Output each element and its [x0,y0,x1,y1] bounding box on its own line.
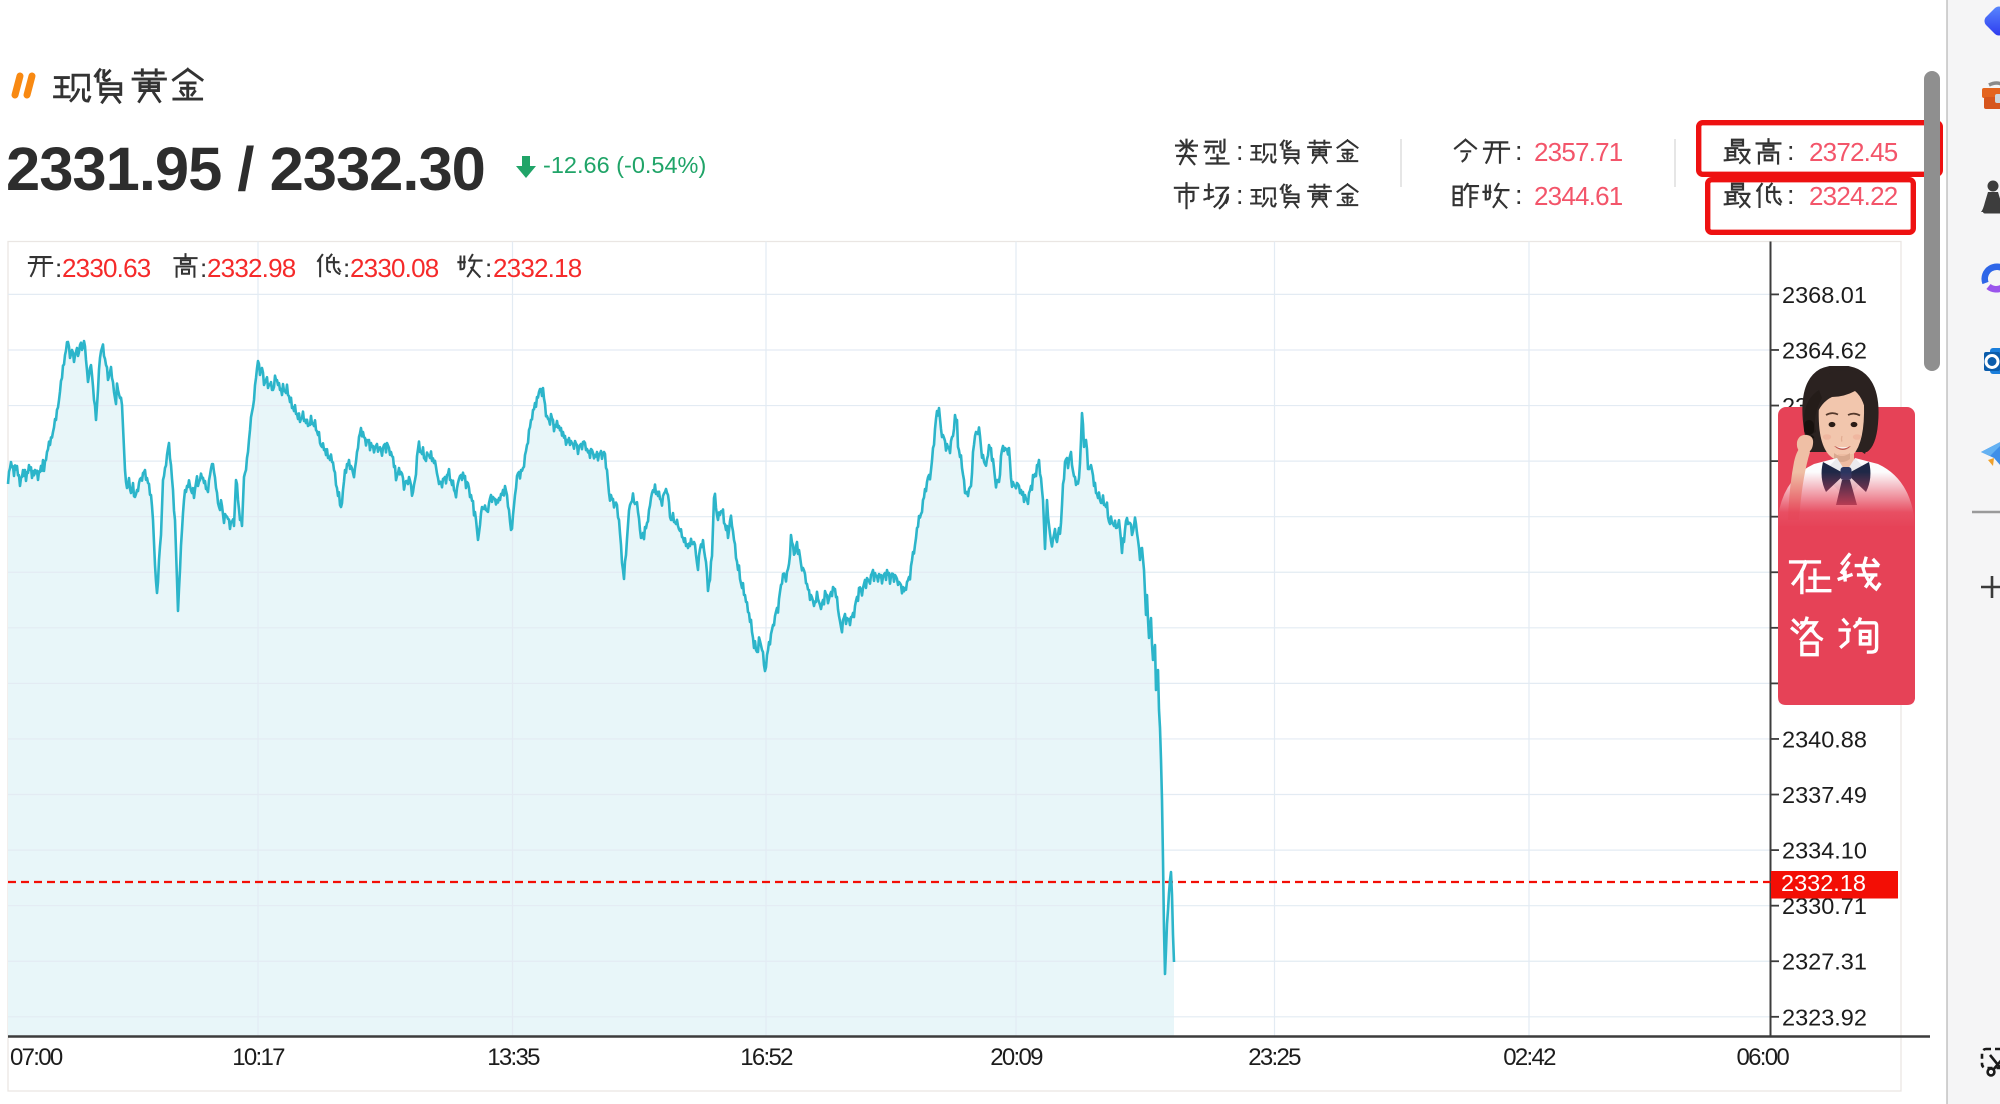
svg-text::: : [485,253,492,283]
svg-text::: : [1515,136,1523,166]
svg-text:2364.62: 2364.62 [1782,338,1867,364]
svg-text:02:42: 02:42 [1503,1044,1556,1071]
svg-text::: : [1236,180,1244,210]
svg-text:2332.98: 2332.98 [207,253,296,283]
svg-text:-12.66 (-0.54%): -12.66 (-0.54%) [543,152,706,178]
svg-text::: : [200,253,207,283]
svg-text:2368.01: 2368.01 [1782,282,1867,308]
svg-text:2357.71: 2357.71 [1534,137,1623,167]
svg-text:13:35: 13:35 [487,1044,540,1071]
svg-text::: : [55,253,62,283]
svg-text::: : [1236,136,1244,166]
svg-text:20:09: 20:09 [990,1044,1043,1071]
svg-text::: : [1515,180,1523,210]
svg-text:2332.18: 2332.18 [493,253,582,283]
svg-text:2332.18: 2332.18 [1781,870,1866,896]
svg-text:2337.49: 2337.49 [1782,782,1867,808]
svg-text:2324.22: 2324.22 [1809,181,1898,211]
svg-text:2330.08: 2330.08 [350,253,439,283]
svg-text:16:52: 16:52 [740,1044,793,1071]
svg-text:2344.61: 2344.61 [1534,181,1623,211]
svg-text::: : [1787,136,1795,166]
svg-text:2334.10: 2334.10 [1782,838,1867,864]
svg-text:07:00: 07:00 [10,1044,63,1071]
svg-text:23:25: 23:25 [1248,1044,1301,1071]
svg-text:2331.95 / 2332.30: 2331.95 / 2332.30 [6,135,485,204]
svg-text:06:00: 06:00 [1736,1044,1789,1071]
svg-text:2323.92: 2323.92 [1782,1004,1867,1030]
svg-text::: : [1787,180,1795,210]
svg-text:2340.88: 2340.88 [1782,727,1867,753]
svg-text:2327.31: 2327.31 [1782,949,1867,975]
svg-text::: : [343,253,350,283]
svg-text:10:17: 10:17 [232,1044,285,1071]
svg-text:2330.63: 2330.63 [62,253,151,283]
svg-text:2372.45: 2372.45 [1809,137,1898,167]
